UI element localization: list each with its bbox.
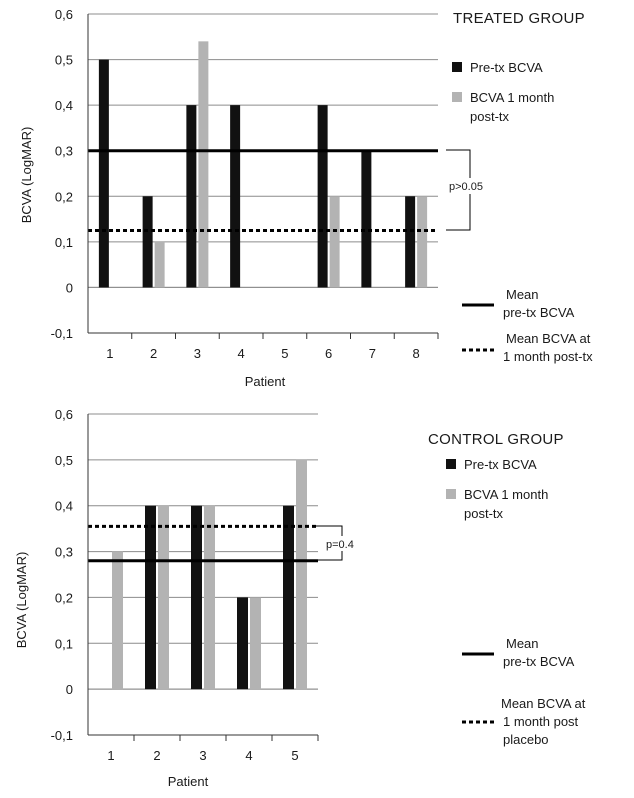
control-legend-mean-pre-label-2: pre-tx BCVA <box>503 654 575 669</box>
treated-x-tick-label: 2 <box>150 346 157 361</box>
control-bars <box>112 459 307 690</box>
control-bar-patient-4-pre <box>237 597 248 690</box>
treated-x-tick-label: 7 <box>369 346 376 361</box>
treated-chart: 0,6 0,5 0,4 0,3 0,2 0,1 0 -0,1 1 2 3 4 5 6 7 8 BCVA (L… <box>19 7 593 389</box>
treated-legend-post-label-2: post-tx <box>470 109 510 124</box>
treated-x-tick-label: 4 <box>238 346 245 361</box>
treated-legend-mean-pre-label-2: pre-tx BCVA <box>503 305 575 320</box>
treated-y-tick-label: 0,1 <box>55 235 73 250</box>
control-x-tick-label: 5 <box>291 748 298 763</box>
treated-legend-mean-post-label-2: 1 month post-tx <box>503 349 593 364</box>
control-x-tick-label: 4 <box>245 748 252 763</box>
treated-legend-mean-post-label-1: Mean BCVA at <box>506 331 591 346</box>
treated-x-tick-label: 8 <box>413 346 420 361</box>
treated-bar-patient-8-pre <box>405 196 416 288</box>
control-bar-patient-2-pre <box>145 505 156 690</box>
control-legend-pre-label: Pre-tx BCVA <box>464 457 537 472</box>
treated-reference-lines <box>88 149 438 232</box>
control-legend-post-swatch <box>446 489 456 499</box>
treated-bar-patient-7-pre <box>361 150 372 288</box>
control-bar-patient-3-post <box>204 505 215 690</box>
control-y-tick-label: 0,6 <box>55 407 73 422</box>
treated-y-axis-label: BCVA (LogMAR) <box>19 127 34 224</box>
treated-legend-pre-swatch <box>452 62 462 72</box>
treated-y-tick-label: 0,5 <box>55 53 73 68</box>
treated-bar-patient-6-pre <box>317 105 328 288</box>
treated-pvalue-bg <box>446 178 486 194</box>
control-y-tick-label: 0,3 <box>55 545 73 560</box>
control-pvalue-label: p=0.4 <box>326 539 354 551</box>
treated-legend-pre-label: Pre-tx BCVA <box>470 60 543 75</box>
treated-x-tick-label: 3 <box>194 346 201 361</box>
treated-bar-patient-8-post <box>417 196 428 288</box>
treated-bar-patient-2-pre <box>142 196 153 288</box>
control-y-tick-label: -0,1 <box>51 728 73 743</box>
control-x-tick-label: 3 <box>199 748 206 763</box>
control-x-tick-label: 2 <box>153 748 160 763</box>
control-legend-post-label-1: BCVA 1 month <box>464 487 548 502</box>
treated-bar-patient-1-pre <box>98 59 109 288</box>
treated-legend-post-swatch <box>452 92 462 102</box>
control-y-tick-label: 0 <box>66 682 73 697</box>
treated-y-tick-label: 0,6 <box>55 7 73 22</box>
treated-bar-patient-4-pre <box>230 105 241 288</box>
treated-legend-post-label-1: BCVA 1 month <box>470 90 554 105</box>
control-reference-lines <box>88 524 318 563</box>
control-y-axis-label: BCVA (LogMAR) <box>14 552 29 649</box>
treated-pvalue-label: p>0.05 <box>449 181 483 193</box>
treated-title: TREATED GROUP <box>453 10 585 27</box>
control-x-tick-labels: 1 2 3 4 5 <box>107 748 298 763</box>
treated-bar-patient-2-post <box>154 241 165 288</box>
treated-legend-mean-pre-label-1: Mean <box>506 287 539 302</box>
control-legend-pre-swatch <box>446 459 456 469</box>
control-bar-patient-3-pre <box>191 505 202 690</box>
control-legend-post-label-2: post-tx <box>464 506 504 521</box>
control-gridlines <box>88 413 318 690</box>
control-chart: 0,6 0,5 0,4 0,3 0,2 0,1 0 -0,1 1 2 3 4 5 BCVA (LogM… <box>14 407 586 789</box>
control-legend-mean-post-label-1: Mean BCVA at <box>501 696 586 711</box>
control-bar-patient-5-post <box>296 459 307 690</box>
treated-bar-patient-6-post <box>329 196 340 288</box>
treated-y-tick-labels: 0,6 0,5 0,4 0,3 0,2 0,1 0 -0,1 <box>51 7 73 341</box>
treated-axes <box>87 14 439 339</box>
control-y-tick-label: 0,5 <box>55 453 73 468</box>
control-axes <box>87 414 319 741</box>
treated-y-tick-label: 0,2 <box>55 189 73 204</box>
control-y-tick-label: 0,4 <box>55 499 73 514</box>
control-title: CONTROL GROUP <box>428 431 564 448</box>
treated-x-tick-label: 5 <box>281 346 288 361</box>
control-bar-patient-5-pre <box>283 505 294 690</box>
treated-bar-patient-3-post <box>198 41 209 288</box>
control-x-tick-label: 1 <box>107 748 114 763</box>
treated-bars <box>98 41 428 288</box>
treated-y-tick-label: 0 <box>66 280 73 295</box>
control-legend-mean-pre-label-1: Mean <box>506 636 539 651</box>
treated-x-tick-label: 1 <box>106 346 113 361</box>
control-y-tick-label: 0,1 <box>55 636 73 651</box>
control-bar-patient-4-post <box>250 597 261 690</box>
control-bar-patient-2-post <box>158 505 169 690</box>
treated-x-axis-label: Patient <box>245 374 286 389</box>
treated-bar-patient-3-pre <box>186 105 197 288</box>
treated-x-tick-label: 6 <box>325 346 332 361</box>
treated-x-tick-labels: 1 2 3 4 5 6 7 8 <box>106 346 419 361</box>
treated-y-tick-label: 0,3 <box>55 144 73 159</box>
control-pvalue-bg <box>322 536 356 551</box>
control-legend-mean-post-label-2: 1 month post <box>503 714 579 729</box>
control-legend-mean-post-label-3: placebo <box>503 732 549 747</box>
control-x-axis-label: Patient <box>168 774 209 789</box>
treated-y-tick-label: 0,4 <box>55 98 73 113</box>
control-y-tick-label: 0,2 <box>55 590 73 605</box>
control-bar-patient-1-post <box>112 551 123 690</box>
treated-y-tick-label: -0,1 <box>51 326 73 341</box>
control-y-tick-labels: 0,6 0,5 0,4 0,3 0,2 0,1 0 -0,1 <box>51 407 73 743</box>
